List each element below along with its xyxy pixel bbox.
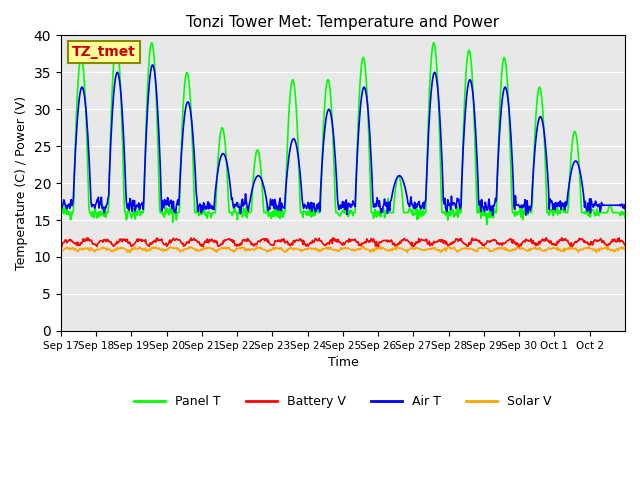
Air T xyxy=(228,196,236,202)
Panel T xyxy=(57,208,65,214)
Battery V xyxy=(276,238,284,243)
Panel T xyxy=(430,40,438,46)
Solar V xyxy=(255,245,262,251)
Solar V xyxy=(124,248,131,253)
Solar V xyxy=(402,247,410,253)
Solar V xyxy=(435,248,442,253)
Legend: Panel T, Battery V, Air T, Solar V: Panel T, Battery V, Air T, Solar V xyxy=(129,390,557,413)
Panel T xyxy=(434,76,442,82)
Battery V xyxy=(57,242,65,248)
Panel T xyxy=(483,222,491,228)
Air T xyxy=(402,188,410,194)
Battery V xyxy=(621,242,629,248)
Air T xyxy=(489,212,497,218)
Y-axis label: Temperature (C) / Power (V): Temperature (C) / Power (V) xyxy=(15,96,28,270)
Solar V xyxy=(227,247,235,253)
Title: Tonzi Tower Met: Temperature and Power: Tonzi Tower Met: Temperature and Power xyxy=(186,15,499,30)
Line: Air T: Air T xyxy=(61,65,625,215)
Air T xyxy=(434,83,442,89)
Panel T xyxy=(124,215,131,220)
Solar V xyxy=(403,250,411,255)
Line: Solar V: Solar V xyxy=(61,246,625,252)
Solar V xyxy=(393,243,401,249)
Solar V xyxy=(621,245,629,251)
Battery V xyxy=(329,235,337,240)
X-axis label: Time: Time xyxy=(328,356,358,369)
Air T xyxy=(149,62,157,68)
Battery V xyxy=(227,237,235,242)
Battery V xyxy=(255,238,262,244)
Line: Battery V: Battery V xyxy=(61,238,625,249)
Battery V xyxy=(515,246,523,252)
Battery V xyxy=(124,236,131,242)
Panel T xyxy=(227,210,235,216)
Air T xyxy=(57,207,65,213)
Air T xyxy=(277,207,285,213)
Panel T xyxy=(401,210,409,216)
Text: TZ_tmet: TZ_tmet xyxy=(72,45,136,59)
Air T xyxy=(621,206,629,212)
Battery V xyxy=(402,238,410,243)
Line: Panel T: Panel T xyxy=(61,43,625,225)
Solar V xyxy=(57,247,65,253)
Panel T xyxy=(276,216,284,221)
Panel T xyxy=(621,215,629,221)
Air T xyxy=(255,173,263,179)
Battery V xyxy=(434,239,442,244)
Air T xyxy=(124,204,131,210)
Solar V xyxy=(276,245,284,251)
Panel T xyxy=(255,150,262,156)
